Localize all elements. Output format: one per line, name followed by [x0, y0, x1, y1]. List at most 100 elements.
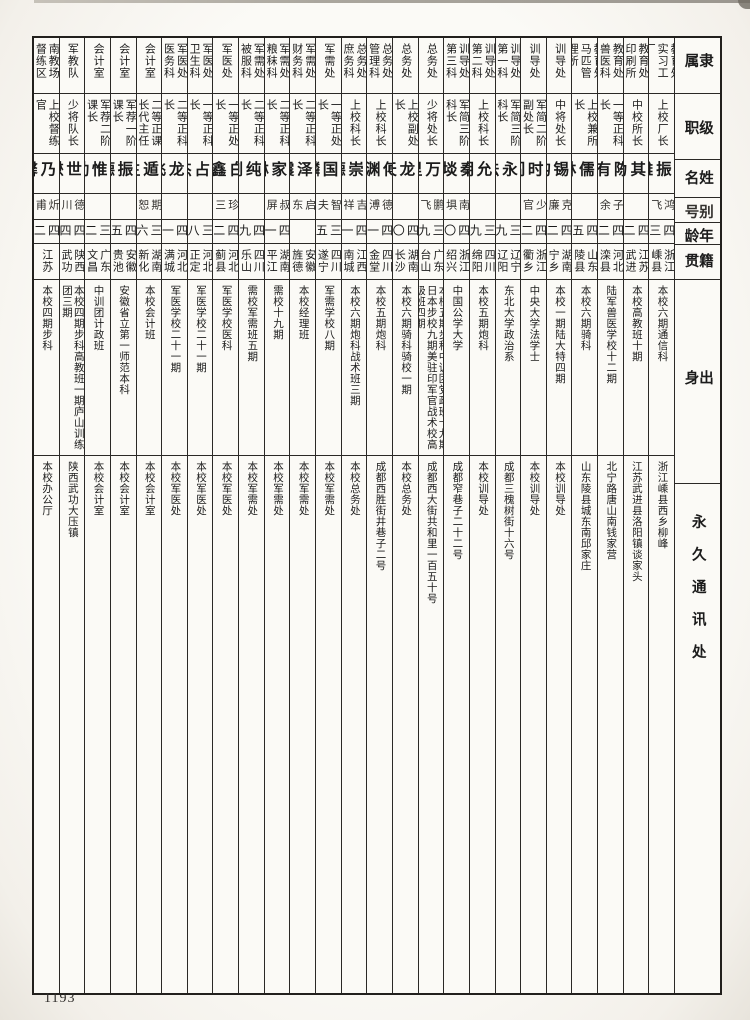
- person-column: 军需处被服科二等正科长吴纯剑四九四川乐山需校军需班五期本校军需处: [238, 38, 264, 993]
- cell-affiliation: 训导处第一科: [495, 38, 521, 94]
- cell-background: 东北大学政治系: [495, 280, 521, 456]
- cell-address: 本校军医处: [169, 460, 181, 516]
- scan-corner-artifact: [738, 0, 750, 9]
- cell-rank: 上校厂长: [649, 94, 674, 154]
- cell-affiliation: 总务处: [392, 38, 418, 94]
- row-header-background-label: 出身: [682, 370, 714, 485]
- cell-age: 三九: [495, 220, 521, 244]
- cell-alias: [85, 194, 110, 221]
- person-column: 教育处印刷所中校所长谈其为四二江苏武进本校高教班十期江苏武进县洛阳镇谈家头: [622, 38, 649, 993]
- cell-name: 任振雄: [649, 154, 674, 194]
- person-column: 军医处 一等正处长 白鑫 珍三 四二 河北蓟县 军医学校医科 本校军医处: [212, 38, 239, 993]
- cell-origin: 河北滦县: [598, 244, 623, 280]
- cell-origin: 湖南平江: [264, 244, 290, 280]
- person-column: 训导处中将处长王锡钧克廉四二湖南宁乡本校一期陆大特四期本校训导处: [545, 38, 572, 993]
- cell-address: 成都窄巷子二十二号: [451, 460, 463, 560]
- person-column: 教育处实习工厂上校厂长任振雄鸿飞四三浙江嵊县本校六期通信科浙江嵊县西乡柳峰: [648, 38, 674, 993]
- person-column: 军教队少将队长刘世懋德川四四陕西武功本校四期步科高教班一期庐山训练团三期陕西武功…: [58, 38, 85, 993]
- cell-affiliation: 军医处医务科: [162, 38, 187, 94]
- cell-rank: 中校所长: [623, 94, 649, 154]
- cell-address: 本校办公厅: [41, 460, 53, 516]
- cell-affiliation: 军医处: [213, 38, 239, 94]
- person-column: 教育处兽医科 一等正科长 陈有 子余 四二 河北滦县 陆军兽医学校十二期 北宁路唐山南钱家营: [597, 38, 623, 993]
- cell-background: 军医学校医科: [213, 280, 239, 456]
- cell-affiliation: 训导处第三科: [444, 38, 469, 94]
- cell-affiliation: 会计室: [110, 38, 136, 94]
- cell-alias: [392, 194, 418, 221]
- cell-alias: 智夫: [316, 194, 341, 221]
- person-column: 训导处第一科军简三阶科长印永法三九辽宁辽阳东北大学政治系成都三槐树街十六号: [494, 38, 521, 993]
- cell-origin: 广东文昌: [85, 244, 110, 280]
- cell-origin: 浙江嵊县: [649, 244, 674, 280]
- cell-age: 四一: [341, 220, 367, 244]
- cell-age: 三六: [136, 220, 162, 244]
- person-column: 总务处管理科 上校科长 傅渊 德溥 四一 四川金堂 本校五期炮科 成都西胜街井巷子二号: [366, 38, 392, 993]
- cell-age: 三九: [469, 220, 495, 244]
- cell-address: 成都西胜街井巷子二号: [374, 460, 386, 571]
- cell-address: 本校训导处: [528, 460, 540, 516]
- cell-age: 四四: [59, 220, 85, 244]
- person-column: 总务处上校副处长杨龙天四〇湖南长沙本校六期骑科骑校一期本校总务处: [391, 38, 418, 993]
- cell-rank: 二等正科长: [264, 94, 290, 154]
- cell-age: 四九: [239, 220, 264, 244]
- cell-alias: 叔屏: [264, 194, 290, 221]
- cell-affiliation: 总务处庶务科: [341, 38, 367, 94]
- person-column: 会计室军荐一阶课长孙振德四五安徽贵池安徽省立第一师范本科本校会计室: [109, 38, 136, 993]
- cell-age: 三九: [418, 220, 444, 244]
- cell-background: 需校十九期: [264, 280, 290, 456]
- row-header-address-label: 永久通讯处: [689, 514, 706, 677]
- cell-origin: 浙江绍兴: [444, 244, 469, 280]
- row-header-column: 隶属 级职 姓名 别号 年龄 籍贯 出身 永久通讯处: [674, 38, 720, 993]
- cell-name: 邹遁生: [136, 154, 162, 194]
- cell-age: 四二: [33, 220, 59, 244]
- cell-affiliation: 会计室: [85, 38, 110, 94]
- person-column: 军需处财务科二等正科长江泽震启东安徽旌德本校经理班本校军需处: [289, 38, 316, 993]
- cell-origin: 河北蓟县: [213, 244, 239, 280]
- cell-address: 本校军需处: [297, 460, 309, 516]
- row-header-origin-label: 籍贯: [682, 253, 714, 281]
- cell-address: 成都西大街共和里一百五十号: [425, 460, 437, 604]
- row-header-alias-label: 别号: [682, 204, 714, 223]
- cell-age: 四五: [110, 220, 136, 244]
- cell-name: 白鑫: [213, 154, 239, 194]
- page-number: 1193: [44, 991, 76, 1006]
- cell-age: 三二: [85, 220, 110, 244]
- cell-background: 本校六期通信科: [649, 280, 674, 456]
- cell-rank: 上校科长: [341, 94, 367, 154]
- cell-rank: 上校兼所长: [572, 94, 598, 154]
- cell-age: 四二: [213, 220, 239, 244]
- cell-affiliation: 教育处印刷所: [623, 38, 649, 94]
- cell-rank: 一等正处长: [316, 94, 341, 154]
- cell-name: 余万里: [418, 154, 444, 194]
- cell-age: 四二: [546, 220, 572, 244]
- cell-alias: [187, 194, 213, 221]
- cell-name: 印永法: [495, 154, 521, 194]
- row-header-affiliation-label: 隶属: [682, 53, 714, 94]
- cell-alias: 吉祥: [341, 194, 367, 221]
- cell-origin: 安徽贵池: [110, 244, 136, 280]
- cell-name: 傅渊: [367, 154, 392, 194]
- cell-origin: 广东台山: [418, 244, 444, 280]
- cell-name: 吴纯剑: [239, 154, 264, 194]
- cell-rank: 一等正科长: [598, 94, 623, 154]
- cell-affiliation: 军需处被服科: [239, 38, 264, 94]
- person-column: 教育处马匹管理所上校兼所长邱儒林四五山东陵县本校六期骑科山东陵县城东南邱家庄: [571, 38, 598, 993]
- cell-rank: 二等正科长: [162, 94, 187, 154]
- row-header-name: 姓名: [675, 160, 720, 199]
- cell-background: 本校六期骑科: [572, 280, 598, 456]
- cell-origin: 辽宁辽阳: [495, 244, 521, 280]
- row-header-rank-label: 级职: [682, 120, 714, 160]
- cell-rank: 上校科长: [469, 94, 495, 154]
- cell-origin: 江西南城: [341, 244, 367, 280]
- person-column: 总务处庶务科上校科长李崇德吉祥四一江西南城本校六期炮科战术班三期本校总务处: [340, 38, 367, 993]
- cell-name: 王锡钧: [546, 154, 572, 194]
- cell-origin: 四川绵阳: [469, 244, 495, 280]
- cell-address: 本校军需处: [246, 460, 258, 516]
- cell-address: 本校军医处: [220, 460, 232, 516]
- cell-address: 本校训导处: [477, 460, 489, 516]
- cell-affiliation: 训导处第二科: [469, 38, 495, 94]
- cell-affiliation: 军医处卫生科: [187, 38, 213, 94]
- cell-name: 刘世懋: [59, 154, 85, 194]
- cell-background: 本校六期骑科骑校一期: [392, 280, 418, 456]
- person-column: 军需处一等正处长张国麟智夫三五四川遂宁军需学校八期本校军需处: [315, 38, 341, 993]
